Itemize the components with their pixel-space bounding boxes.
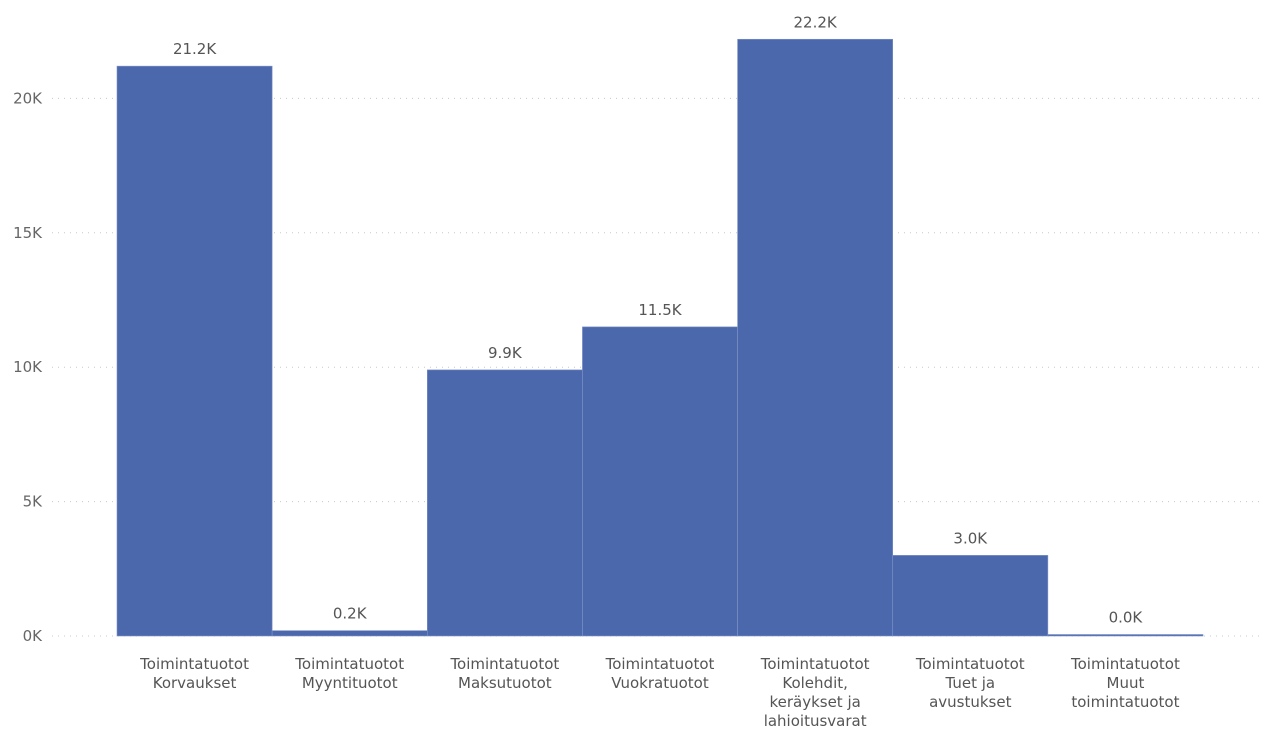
y-axis-ticks: 0K 5K 10K 15K 20K	[13, 89, 43, 645]
x-tick-label: Toimintatuotot	[294, 655, 404, 673]
data-label: 22.2K	[794, 13, 838, 31]
x-tick-label: Toimintatuotot	[915, 655, 1025, 673]
x-tick-label: Myyntituotot	[302, 674, 398, 692]
data-label: 3.0K	[953, 529, 988, 547]
bar[interactable]	[426, 369, 583, 637]
bar[interactable]	[271, 630, 428, 637]
y-tick-label: 5K	[23, 493, 44, 511]
x-tick-label: Toimintatuotot	[605, 655, 715, 673]
data-label: 0.2K	[333, 605, 368, 623]
y-tick-label: 15K	[13, 224, 43, 242]
x-tick-label: Vuokratuotot	[611, 674, 709, 692]
x-tick-label: avustukset	[929, 693, 1012, 711]
bar[interactable]	[892, 555, 1049, 637]
bar[interactable]	[582, 326, 738, 637]
bar[interactable]	[116, 65, 273, 637]
y-tick-label: 20K	[13, 89, 43, 107]
x-tick-label: Muut	[1107, 674, 1145, 692]
data-label: 9.9K	[488, 344, 523, 362]
x-tick-label: keräykset ja	[769, 693, 860, 711]
data-labels: 21.2K 0.2K 9.9K 11.5K 22.2K 3.0K 0.0K	[173, 13, 1143, 626]
x-tick-label: Maksutuotot	[458, 674, 552, 692]
y-tick-label: 0K	[23, 627, 44, 645]
bars	[116, 38, 1204, 637]
bar[interactable]	[737, 38, 894, 637]
x-axis-labels: ToimintatuototKorvauksetToimintatuototMy…	[139, 655, 1180, 730]
x-tick-label: Toimintatuotot	[1070, 655, 1180, 673]
x-tick-label: Toimintatuotot	[449, 655, 559, 673]
data-label: 21.2K	[173, 40, 217, 58]
x-tick-label: Toimintatuotot	[139, 655, 249, 673]
data-label: 11.5K	[638, 301, 682, 319]
x-tick-label: Korvaukset	[153, 674, 237, 692]
bar[interactable]	[1047, 634, 1204, 637]
x-tick-label: Tuet ja	[944, 674, 995, 692]
x-tick-label: lahioitusvarat	[764, 712, 867, 730]
x-tick-label: Toimintatuotot	[760, 655, 870, 673]
x-tick-label: Kolehdit,	[782, 674, 848, 692]
y-tick-label: 10K	[13, 358, 43, 376]
data-label: 0.0K	[1109, 609, 1144, 627]
x-tick-label: toimintatuotot	[1071, 693, 1179, 711]
